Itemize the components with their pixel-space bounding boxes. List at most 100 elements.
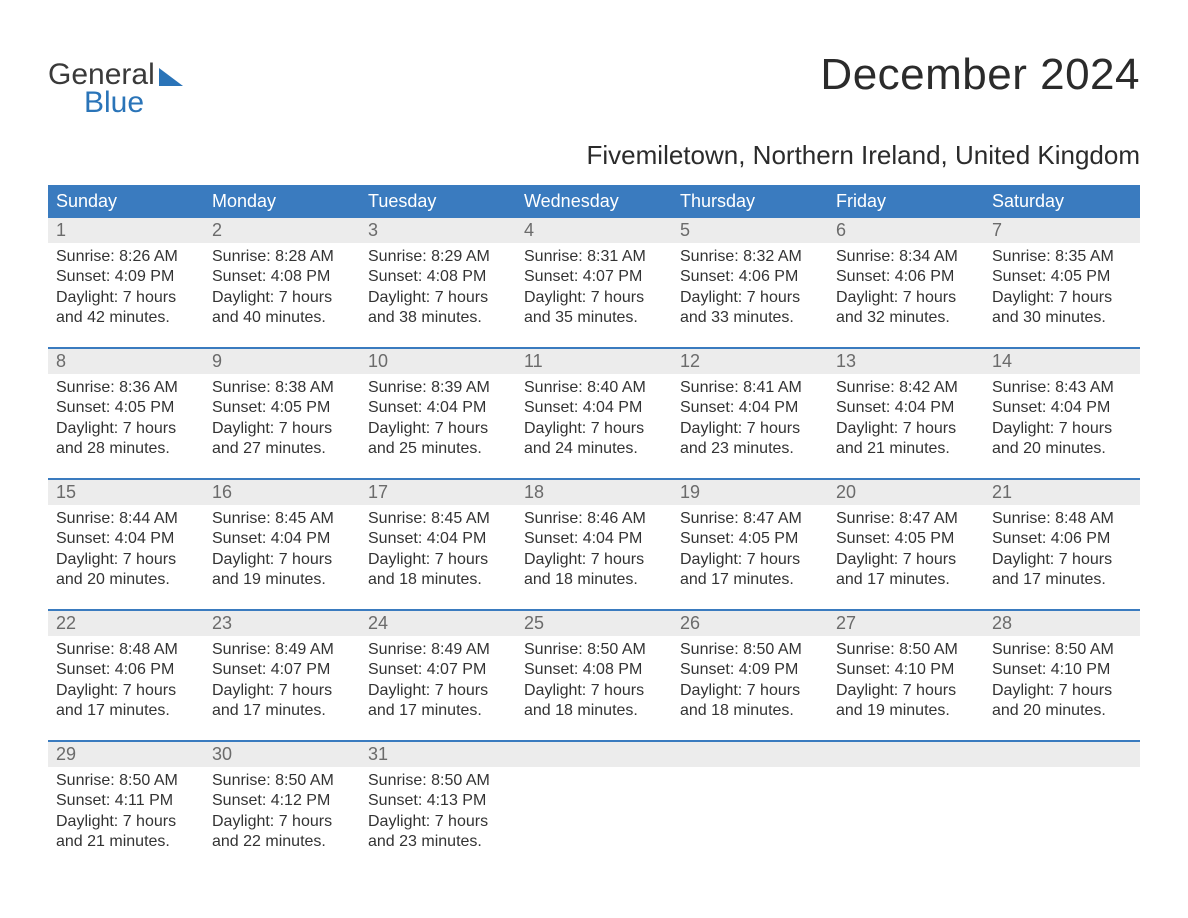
daylight-line: Daylight: 7 hours and 27 minutes. — [212, 420, 332, 457]
daylight-line: Daylight: 7 hours and 17 minutes. — [56, 682, 176, 719]
logo-triangle-icon — [159, 68, 183, 86]
sunrise-line: Sunrise: 8:40 AM — [524, 379, 646, 396]
sunrise-line: Sunrise: 8:50 AM — [56, 772, 178, 789]
sunrise-line: Sunrise: 8:49 AM — [368, 641, 490, 658]
daylight-line: Daylight: 7 hours and 35 minutes. — [524, 289, 644, 326]
day-cell: Sunrise: 8:35 AM Sunset: 4:05 PM Daylight:… — [984, 243, 1140, 347]
sunset-line: Sunset: 4:05 PM — [992, 268, 1110, 285]
sunrise-line: Sunrise: 8:50 AM — [212, 772, 334, 789]
daylight-line: Daylight: 7 hours and 18 minutes. — [368, 551, 488, 588]
day-cell: Sunrise: 8:32 AMSunset: 4:06 PMDaylight:… — [672, 243, 828, 347]
day-cell: Sunrise: 8:47 AMSunset: 4:05 PMDaylight:… — [672, 505, 828, 609]
day-cell: Sunrise: 8:50 AMSunset: 4:08 PMDaylight:… — [516, 636, 672, 740]
sunrise-line: Sunrise: 8:41 AM — [680, 379, 802, 396]
sunrise-line: Sunrise: 8:34 AM — [836, 248, 958, 265]
daylight-line: Daylight: 7 hours and 22 minutes. — [212, 813, 332, 850]
day-number: 13 — [828, 349, 984, 374]
day-content-row: Sunrise: 8:44 AM Sunset: 4:04 PM Daylight:… — [48, 505, 1140, 609]
daylight-line: Daylight: 7 hours and 18 minutes. — [524, 682, 644, 719]
sunset-line: Sunset: 4:08 PM — [212, 268, 330, 285]
sunrise-line: Sunrise: 8:45 AM — [212, 510, 334, 527]
sunset-line: Sunset: 4:07 PM — [524, 268, 642, 285]
sunset-line: Sunset: 4:05 PM — [680, 530, 798, 547]
daylight-line: Daylight: 7 hours and 21 minutes. — [56, 813, 176, 850]
day-cell: Sunrise: 8:50 AMSunset: 4:13 PMDaylight:… — [360, 767, 516, 871]
day-number — [984, 742, 1140, 767]
daylight-line: Daylight: 7 hours and 17 minutes. — [212, 682, 332, 719]
sunset-line: Sunset: 4:11 PM — [56, 792, 173, 809]
day-number: 6 — [828, 218, 984, 243]
day-cell: Sunrise: 8:38 AMSunset: 4:05 PMDaylight:… — [204, 374, 360, 478]
day-number: 30 — [204, 742, 360, 767]
location: Fivemiletown, Northern Ireland, United K… — [48, 140, 1140, 171]
logo: General Blue — [48, 58, 183, 120]
day-cell: Sunrise: 8:34 AMSunset: 4:06 PMDaylight:… — [828, 243, 984, 347]
day-number: 16 — [204, 480, 360, 505]
day-number-row: 1234567 — [48, 218, 1140, 243]
month-title: December 2024 — [820, 50, 1140, 100]
sunrise-line: Sunrise: 8:50 AM — [680, 641, 802, 658]
daylight-line: Daylight: 7 hours and 17 minutes. — [992, 551, 1112, 588]
day-number — [672, 742, 828, 767]
logo-text-blue: Blue — [84, 86, 144, 120]
weekday-header-row: SundayMondayTuesdayWednesdayThursdayFrid… — [48, 185, 1140, 218]
sunset-line: Sunset: 4:05 PM — [212, 399, 330, 416]
sunrise-line: Sunrise: 8:49 AM — [212, 641, 334, 658]
daylight-line: Daylight: 7 hours and 30 minutes. — [992, 289, 1112, 326]
daylight-line: Daylight: 7 hours and 28 minutes. — [56, 420, 176, 457]
day-cell: Sunrise: 8:45 AM Sunset: 4:04 PM Daylight:… — [360, 505, 516, 609]
sunrise-line: Sunrise: 8:50 AM — [368, 772, 490, 789]
day-cell: Sunrise: 8:44 AMSunset: 4:04 PMDaylight:… — [48, 505, 204, 609]
sunrise-line: Sunrise: 8:50 AM — [836, 641, 958, 658]
sunrise-line: Sunrise: 8:50 AM — [524, 641, 646, 658]
sunset-line: Sunset: 4:04 PM — [680, 399, 798, 416]
daylight-line: Daylight: 7 hours and 19 minutes. — [212, 551, 332, 588]
daylight-line: Daylight: 7 hours and 18 minutes. — [524, 551, 644, 588]
daylight-line: Daylight: 7 hours and 38 minutes. — [368, 289, 488, 326]
sunset-line: Sunset: 4:10 PM — [836, 661, 954, 678]
day-cell: Sunrise: 8:40 AMSunset: 4:04 PMDaylight:… — [516, 374, 672, 478]
sunrise-line: Sunrise: 8:29 AM — [368, 248, 490, 265]
daylight-line: Daylight: 7 hours and 20 minutes. — [992, 682, 1112, 719]
sunrise-line: Sunrise: 8:48 AM — [992, 510, 1114, 527]
sunset-line: Sunset: 4:06 PM — [992, 530, 1110, 547]
day-cell: Sunrise: 8:42 AMSunset: 4:04 PMDaylight:… — [828, 374, 984, 478]
day-cell: Sunrise: 8:46 AMSunset: 4:04 PMDaylight:… — [516, 505, 672, 609]
sunrise-line: Sunrise: 8:45 AM — [368, 510, 490, 527]
sunrise-line: Sunrise: 8:32 AM — [680, 248, 802, 265]
day-content-row: Sunrise: 8:48 AMSunset: 4:06 PMDaylight:… — [48, 636, 1140, 740]
daylight-line: Daylight: 7 hours and 18 minutes. — [680, 682, 800, 719]
daylight-line: Daylight: 7 hours and 24 minutes. — [524, 420, 644, 457]
sunrise-line: Sunrise: 8:46 AM — [524, 510, 646, 527]
sunset-line: Sunset: 4:07 PM — [368, 661, 486, 678]
day-cell: Sunrise: 8:45 AMSunset: 4:04 PMDaylight:… — [204, 505, 360, 609]
day-cell: Sunrise: 8:43 AMSunset: 4:04 PMDaylight:… — [984, 374, 1140, 478]
day-number: 18 — [516, 480, 672, 505]
day-cell: Sunrise: 8:39 AMSunset: 4:04 PMDaylight:… — [360, 374, 516, 478]
day-cell: Sunrise: 8:50 AMSunset: 4:10 PMDaylight:… — [984, 636, 1140, 740]
day-content-row: Sunrise: 8:36 AMSunset: 4:05 PMDaylight:… — [48, 374, 1140, 478]
daylight-line: Daylight: 7 hours and 17 minutes. — [836, 551, 956, 588]
day-number: 4 — [516, 218, 672, 243]
day-cell: Sunrise: 8:29 AMSunset: 4:08 PMDaylight:… — [360, 243, 516, 347]
day-cell: Sunrise: 8:48 AM Sunset: 4:06 PM Daylight:… — [984, 505, 1140, 609]
day-number: 19 — [672, 480, 828, 505]
day-number: 10 — [360, 349, 516, 374]
sunset-line: Sunset: 4:04 PM — [368, 530, 486, 547]
day-cell: Sunrise: 8:47 AMSunset: 4:05 PMDaylight:… — [828, 505, 984, 609]
day-number: 2 — [204, 218, 360, 243]
day-cell: Sunrise: 8:50 AMSunset: 4:10 PMDaylight:… — [828, 636, 984, 740]
day-cell — [984, 767, 1140, 871]
sunrise-line: Sunrise: 8:44 AM — [56, 510, 178, 527]
daylight-line: Daylight: 7 hours and 32 minutes. — [836, 289, 956, 326]
sunrise-line: Sunrise: 8:47 AM — [680, 510, 802, 527]
weekday-header: Monday — [204, 185, 360, 218]
sunset-line: Sunset: 4:09 PM — [56, 268, 174, 285]
daylight-line: Daylight: 7 hours and 40 minutes. — [212, 289, 332, 326]
day-number: 1 — [48, 218, 204, 243]
day-cell — [672, 767, 828, 871]
day-number: 31 — [360, 742, 516, 767]
day-number — [828, 742, 984, 767]
sunrise-line: Sunrise: 8:35 AM — [992, 248, 1114, 265]
sunset-line: Sunset: 4:04 PM — [992, 399, 1110, 416]
